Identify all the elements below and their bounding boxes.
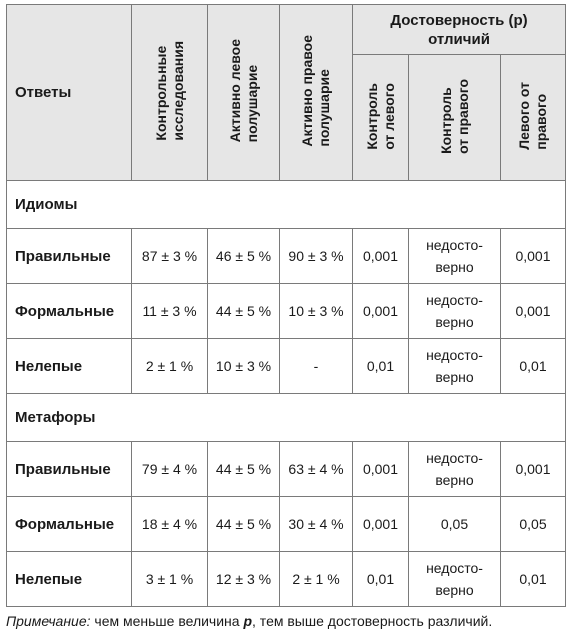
cell-right: - (279, 338, 353, 394)
cell-control: 18 ± 4 % (131, 496, 208, 552)
cell-right: 90 ± 3 % (279, 228, 353, 284)
section-title: Идиомы (6, 180, 566, 229)
cell-control: 87 ± 3 % (131, 228, 208, 284)
row-label: Нелепые (6, 551, 132, 607)
cell-left: 44 ± 5 % (207, 441, 280, 497)
cell-right: 63 ± 4 % (279, 441, 353, 497)
cell-p-control-right: недосто- верно (408, 228, 501, 284)
cell-p-left-right: 0,05 (500, 496, 566, 552)
cell-p-control-left: 0,01 (352, 551, 409, 607)
cell-p-control-right: недосто- верно (408, 551, 501, 607)
header-control: Контрольные исследования (131, 4, 208, 181)
cell-p-left-right: 0,001 (500, 441, 566, 497)
header-answers: Ответы (6, 4, 132, 181)
cell-control: 11 ± 3 % (131, 283, 208, 339)
header-reliability: Достоверность (р) отличий (352, 4, 566, 55)
table-row: Нелепые 3 ± 1 % 12 ± 3 % 2 ± 1 % 0,01 недосто… (6, 551, 566, 607)
section-row: Идиомы (6, 180, 566, 229)
cell-left: 44 ± 5 % (207, 283, 280, 339)
cell-right: 2 ± 1 % (279, 551, 353, 607)
results-table: Ответы Контрольные исследования Активно … (6, 4, 566, 607)
cell-left: 46 ± 5 % (207, 228, 280, 284)
cell-p-left-right: 0,01 (500, 551, 566, 607)
cell-p-control-right: недосто- верно (408, 441, 501, 497)
table-row: Правильные 87 ± 3 % 46 ± 5 % 90 ± 3 % 0,001 н… (6, 228, 566, 284)
section-row: Метафоры (6, 393, 566, 442)
cell-p-left-right: 0,001 (500, 283, 566, 339)
cell-p-control-left: 0,001 (352, 228, 409, 284)
row-label: Правильные (6, 441, 132, 497)
cell-p-control-left: 0,01 (352, 338, 409, 394)
row-label: Нелепые (6, 338, 132, 394)
cell-right: 30 ± 4 % (279, 496, 353, 552)
row-label: Формальные (6, 283, 132, 339)
cell-left: 10 ± 3 % (207, 338, 280, 394)
table-row: Нелепые 2 ± 1 % 10 ± 3 % -0,01 недосто- верн… (6, 338, 566, 394)
cell-p-control-left: 0,001 (352, 441, 409, 497)
table-row: Формальные 11 ± 3 % 44 ± 5 % 10 ± 3 % 0,001 н… (6, 283, 566, 339)
cell-left: 44 ± 5 % (207, 496, 280, 552)
cell-p-left-right: 0,01 (500, 338, 566, 394)
cell-control: 3 ± 1 % (131, 551, 208, 607)
header-left-vs-right: Левого от правого (500, 54, 566, 181)
cell-p-control-right: 0,05 (408, 496, 501, 552)
row-label: Правильные (6, 228, 132, 284)
cell-control: 2 ± 1 % (131, 338, 208, 394)
cell-p-control-right: недосто- верно (408, 338, 501, 394)
cell-left: 12 ± 3 % (207, 551, 280, 607)
cell-p-left-right: 0,001 (500, 228, 566, 284)
table-row: Формальные 18 ± 4 % 44 ± 5 % 30 ± 4 % 0,001 0… (6, 496, 566, 552)
row-label: Формальные (6, 496, 132, 552)
header-control-vs-right: Контроль от правого (408, 54, 501, 181)
table-note: Примечание: чем меньше величина р, тем в… (6, 613, 493, 629)
section-title: Метафоры (6, 393, 566, 442)
cell-control: 79 ± 4 % (131, 441, 208, 497)
cell-p-control-left: 0,001 (352, 496, 409, 552)
cell-p-control-right: недосто- верно (408, 283, 501, 339)
cell-p-control-left: 0,001 (352, 283, 409, 339)
cell-right: 10 ± 3 % (279, 283, 353, 339)
table-row: Правильные 79 ± 4 % 44 ± 5 % 63 ± 4 % 0,001 н… (6, 441, 566, 497)
header-right-hemisphere: Активно правое полушарие (279, 4, 353, 181)
header-left-hemisphere: Активно левое полушарие (207, 4, 280, 181)
header-control-vs-left: Контроль от левого (352, 54, 409, 181)
